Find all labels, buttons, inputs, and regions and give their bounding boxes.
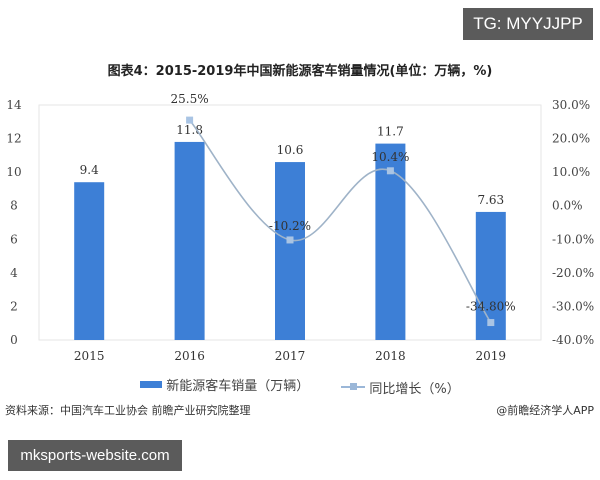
chart-title: 图表4：2015-2019年中国新能源客车销量情况(单位：万辆，%) <box>107 64 493 79</box>
bar <box>174 141 205 340</box>
x-tick-label: 2015 <box>74 349 105 363</box>
bar-value-label: 9.4 <box>80 163 99 177</box>
x-tick-label: 2018 <box>375 349 406 363</box>
left-axis-ticks: 0 2 4 6 8 10 12 14 <box>6 98 22 347</box>
x-axis-labels: 2015 2016 2017 2018 2019 <box>74 349 506 363</box>
x-tick-label: 2016 <box>174 349 205 363</box>
legend-label-sales: 新能源客车销量（万辆） <box>166 379 310 394</box>
right-tick-label: -40.0% <box>552 333 594 347</box>
growth-marker <box>487 319 495 327</box>
chart-legend: 新能源客车销量（万辆） 同比增长（%） <box>0 375 600 397</box>
growth-marker <box>186 116 194 124</box>
right-tick-label: 10.0% <box>552 165 590 179</box>
legend-item-growth: 同比增长（%） <box>341 378 460 397</box>
bar-value-label: 11.7 <box>377 125 404 139</box>
data-source-note: 资料来源：中国汽车工业协会 前瞻产业研究院整理 <box>5 404 251 417</box>
bar-swatch-icon <box>140 381 163 388</box>
left-tick-label: 4 <box>10 266 18 280</box>
growth-value-label: -10.2% <box>269 219 311 233</box>
left-tick-label: 0 <box>10 333 18 347</box>
right-tick-label: 20.0% <box>552 132 590 146</box>
line-marker-swatch-icon <box>341 383 366 390</box>
bar-value-label: 10.6 <box>277 143 304 157</box>
bar-value-labels: 9.4 11.8 10.6 11.7 7.63 <box>80 123 505 207</box>
left-tick-label: 2 <box>10 299 18 313</box>
bar-value-label: 11.8 <box>176 123 203 137</box>
right-tick-label: -10.0% <box>552 232 594 246</box>
x-tick-label: 2019 <box>476 349 507 363</box>
legend-label-growth: 同比增长（%） <box>369 381 460 397</box>
right-axis-ticks: -40.0% -30.0% -20.0% -10.0% 0.0% 10.0% 20.0% 30… <box>552 98 594 347</box>
growth-marker <box>286 236 294 244</box>
bar <box>475 211 506 340</box>
right-tick-label: 30.0% <box>552 98 590 112</box>
tg-watermark-badge: TG: MYYJJPP <box>463 8 593 40</box>
growth-marker <box>386 167 394 175</box>
left-tick-label: 8 <box>10 199 18 213</box>
growth-value-labels: 25.5% -10.2% 10.4% -34.80% <box>171 92 516 313</box>
bar <box>275 162 305 340</box>
left-tick-label: 10 <box>6 165 21 179</box>
x-tick-label: 2017 <box>275 349 306 363</box>
growth-value-label: 25.5% <box>171 92 209 106</box>
growth-value-label: 10.4% <box>371 150 409 164</box>
right-tick-label: 0.0% <box>552 199 583 213</box>
publisher-credit: @前瞻经济学人APP <box>496 404 594 417</box>
right-tick-label: -30.0% <box>552 299 594 313</box>
bar-value-label: 7.63 <box>477 193 504 207</box>
left-tick-label: 14 <box>6 98 22 112</box>
growth-value-label: -34.80% <box>466 300 516 314</box>
right-tick-label: -20.0% <box>552 266 594 280</box>
legend-item-sales: 新能源客车销量（万辆） <box>140 375 309 394</box>
growth-markers <box>186 116 495 327</box>
site-watermark-badge: mksports-website.com <box>8 440 182 471</box>
bar <box>74 182 105 340</box>
left-tick-label: 12 <box>6 132 21 146</box>
left-tick-label: 6 <box>10 232 18 246</box>
growth-line <box>188 119 492 323</box>
